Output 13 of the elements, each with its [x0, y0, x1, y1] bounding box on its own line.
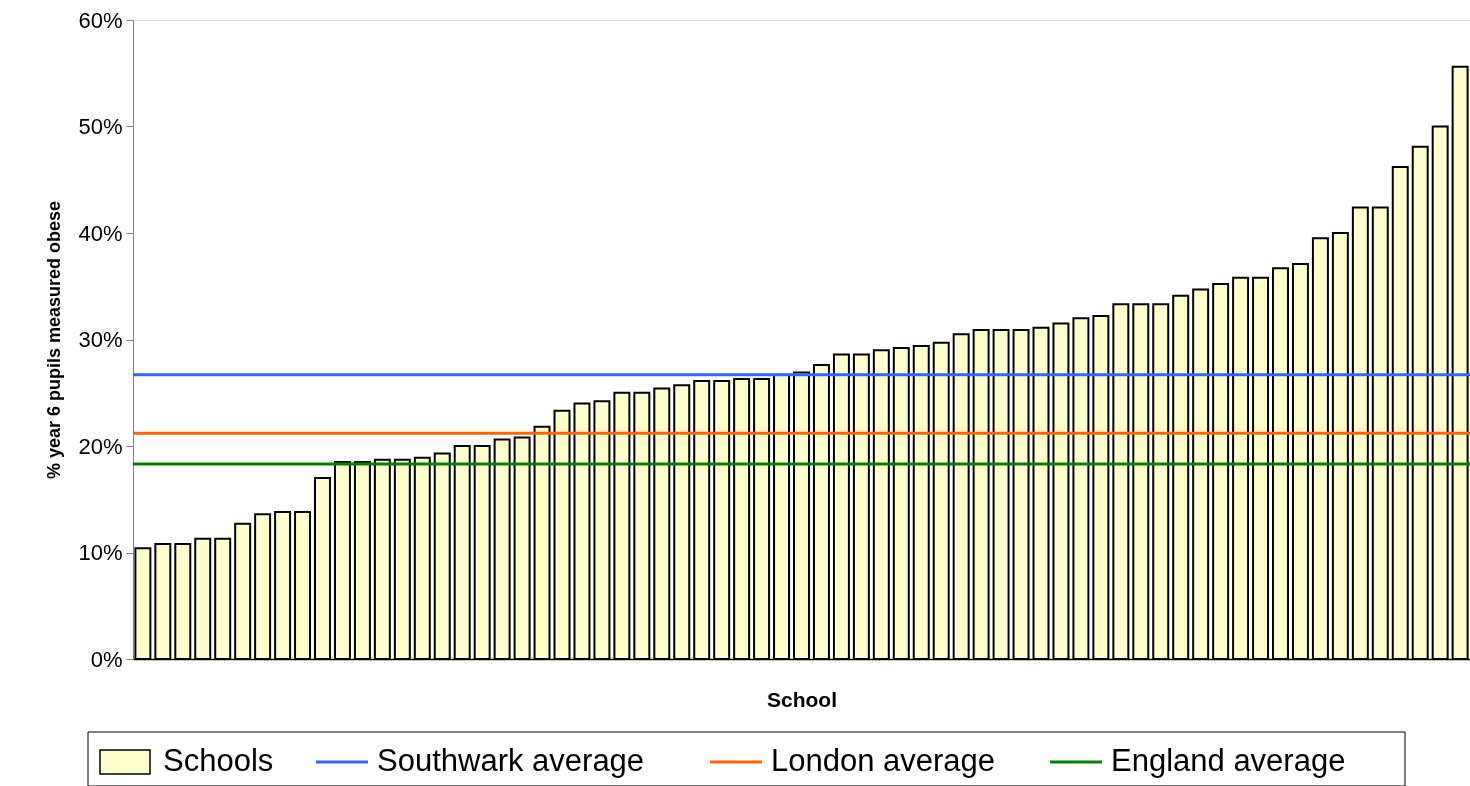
y-tick-label: 0%	[90, 646, 123, 672]
y-tick-label: 40%	[78, 220, 123, 246]
y-tick-label: 50%	[78, 114, 123, 139]
x-axis-title: School	[766, 687, 838, 711]
y-tick-label: 60%	[78, 7, 123, 33]
legend-label: Southwark average	[377, 743, 645, 778]
y-tick-label: 30%	[78, 327, 123, 352]
y-tick-label: 10%	[78, 540, 123, 565]
legend-label: Schools	[163, 743, 274, 778]
y-axis-title: % year 6 pupils measured obese	[44, 200, 65, 480]
y-tick-label: 20%	[78, 433, 123, 459]
legend-label: London average	[771, 743, 996, 778]
legend-label: England average	[1111, 743, 1346, 778]
